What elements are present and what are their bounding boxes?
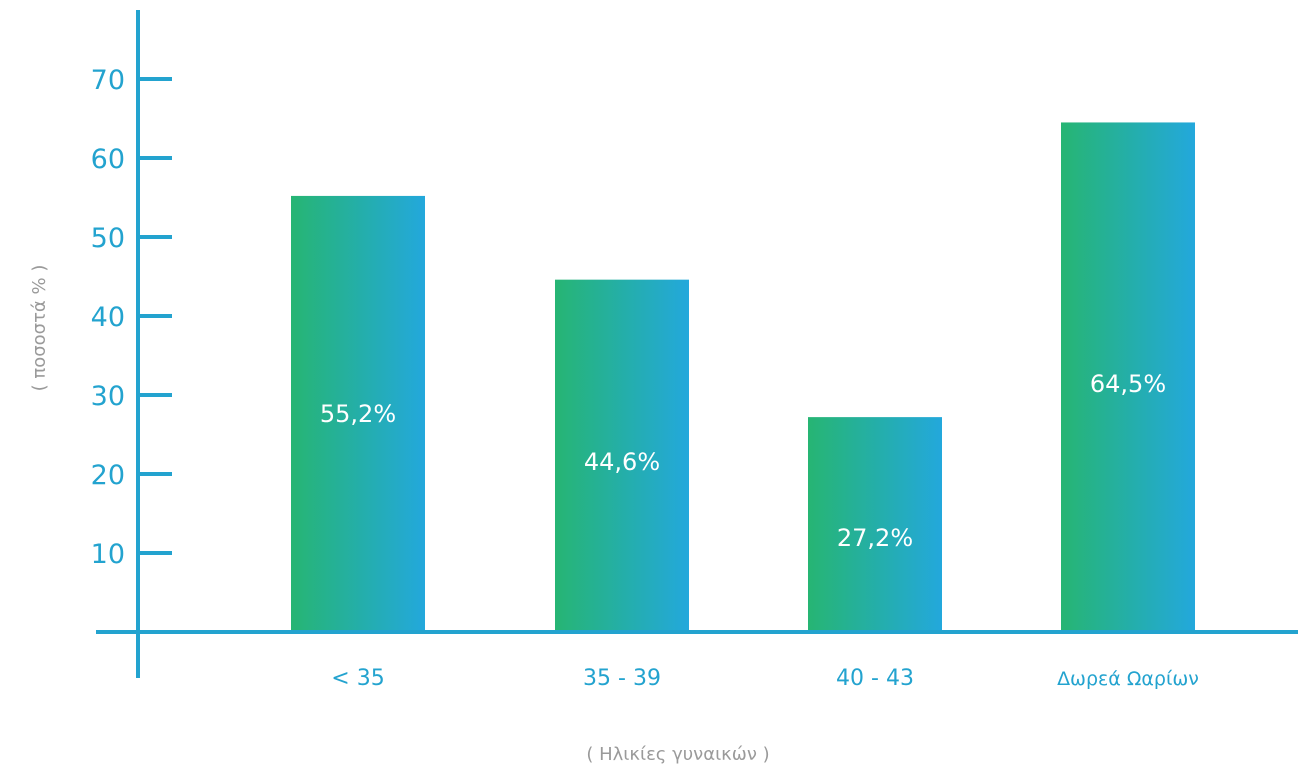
x-category-label-2: 40 - 43 [836, 666, 914, 691]
x-category-label-3: Δωρεά Ωαρίων [1057, 668, 1199, 690]
bars-layer [291, 122, 1195, 633]
data-label-0: 55,2% [320, 400, 396, 428]
y-tick-label-1: 20 [91, 460, 125, 491]
axes-layer [96, 10, 1298, 678]
data-label-3: 64,5% [1090, 370, 1166, 398]
y-axis-title: ( ποσοστά % ) [29, 265, 50, 392]
bar-1 [555, 279, 689, 632]
x-axis-title: ( Ηλικίες γυναικών ) [586, 744, 769, 765]
data-label-1: 44,6% [584, 448, 660, 476]
data-label-2: 27,2% [837, 524, 913, 552]
data-labels-layer: 55,2% 44,6% 27,2% 64,5% [320, 370, 1166, 552]
bar-0 [291, 195, 425, 633]
y-tick-label-4: 50 [91, 223, 125, 254]
x-categories-layer: < 35 35 - 39 40 - 43 Δωρεά Ωαρίων [331, 666, 1199, 691]
bar-3 [1061, 122, 1195, 632]
x-category-label-0: < 35 [331, 666, 384, 691]
y-ticks-layer: 10 20 30 40 50 60 70 [91, 65, 172, 570]
x-category-label-1: 35 - 39 [583, 666, 661, 691]
bar-2 [808, 417, 942, 632]
y-tick-label-5: 60 [91, 144, 125, 175]
y-tick-label-3: 40 [91, 302, 125, 333]
y-tick-label-6: 70 [91, 65, 125, 96]
y-tick-label-0: 10 [91, 539, 125, 570]
y-tick-label-2: 30 [91, 381, 125, 412]
